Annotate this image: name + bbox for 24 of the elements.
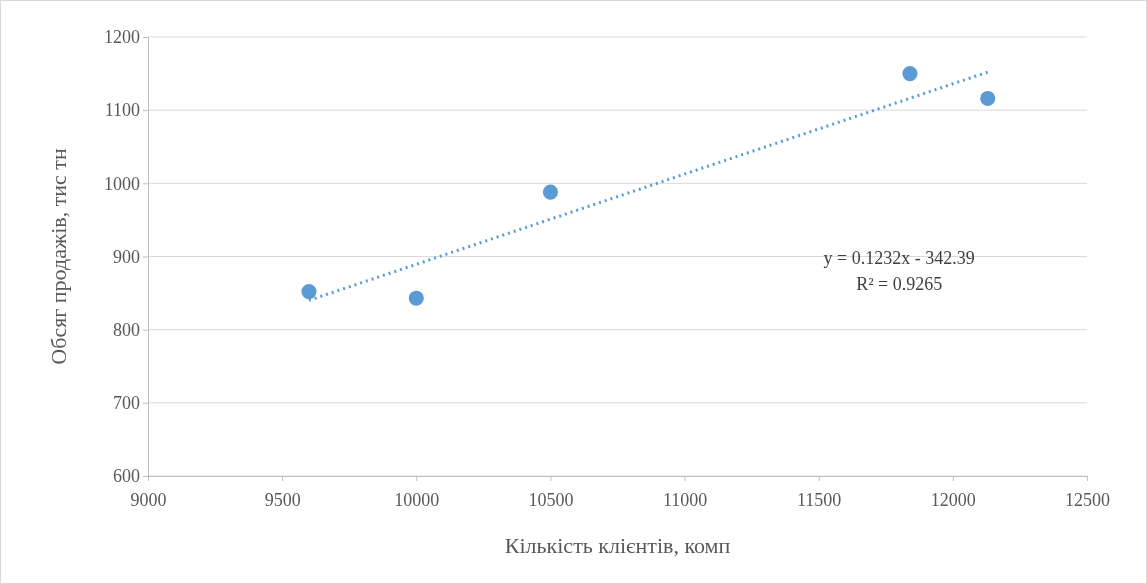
x-axis-title: Кількість клієнтів, комп — [504, 533, 731, 558]
y-tick-label: 900 — [113, 246, 140, 267]
x-tick-label: 11000 — [662, 489, 708, 510]
y-tick-label: 600 — [113, 466, 140, 487]
y-tick-label: 1100 — [104, 100, 140, 121]
y-axis-title: Обсяг продажів, тис тн — [46, 148, 71, 365]
x-tick-label: 9500 — [264, 489, 301, 510]
annotation: y = 0.1232x - 342.39 — [823, 247, 975, 268]
point — [980, 90, 996, 107]
y-tick-label: 1200 — [104, 27, 140, 48]
y-tick-label: 700 — [113, 393, 140, 414]
x-tick-label: 9000 — [130, 489, 167, 510]
x-tick-label: 10000 — [394, 489, 440, 510]
x-tick-label: 12500 — [1065, 489, 1110, 510]
x-tick-label: 11500 — [797, 489, 842, 510]
x-tick-label: 12000 — [930, 489, 976, 510]
point — [542, 184, 558, 200]
y-tick-label: 800 — [113, 319, 140, 340]
point — [301, 284, 317, 300]
point — [408, 290, 424, 306]
x-tick-label: 10500 — [528, 489, 574, 510]
point — [902, 66, 918, 82]
y-tick-label: 1000 — [104, 173, 140, 194]
annotation: R² = 0.9265 — [856, 273, 943, 294]
